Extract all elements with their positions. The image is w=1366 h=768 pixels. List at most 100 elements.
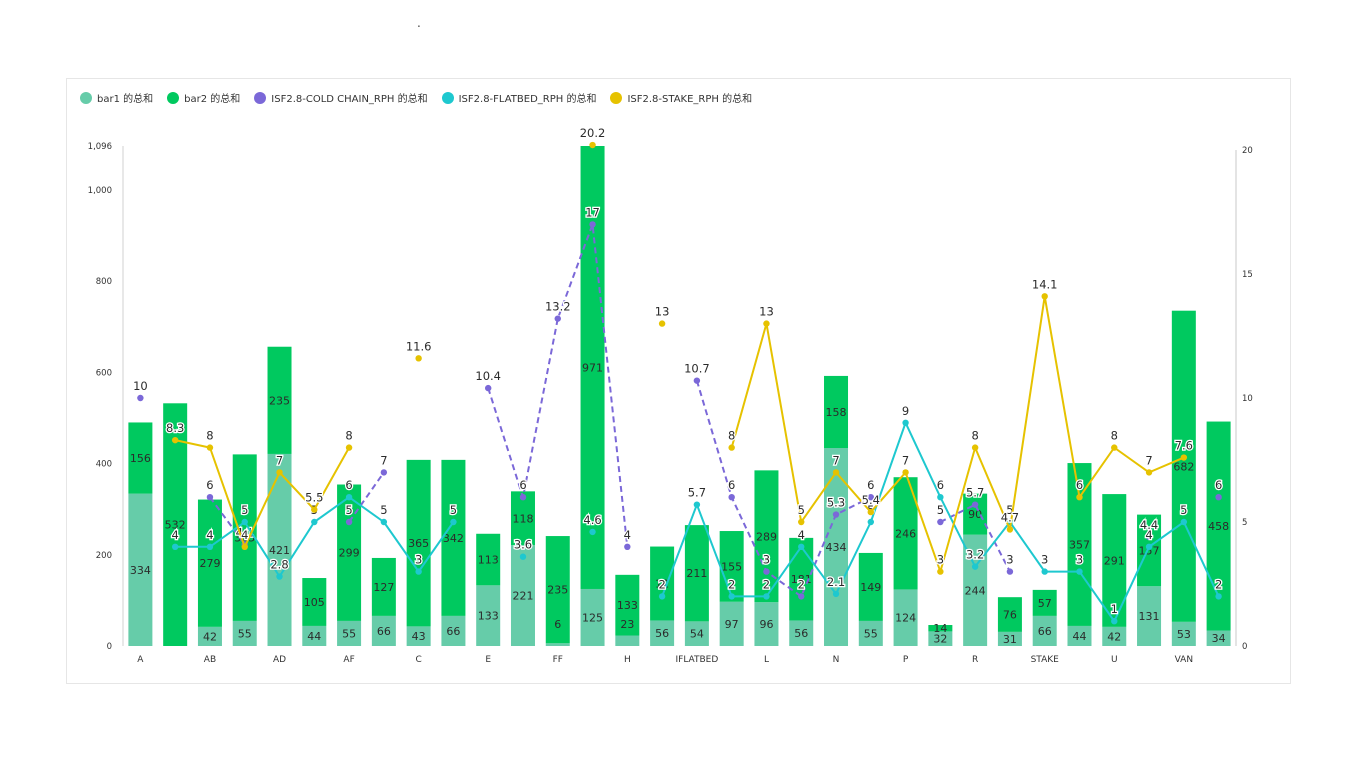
- flatbed-data-label: 5: [1180, 503, 1187, 517]
- flatbed-point: [1180, 518, 1188, 526]
- bar1-data-label: 131: [1139, 610, 1160, 623]
- legend-item-bar2[interactable]: bar2 的总和: [167, 90, 240, 105]
- bar1-bar: [1206, 630, 1231, 646]
- flatbed-data-label: 4: [1145, 528, 1152, 542]
- bar1-bar: [197, 626, 222, 646]
- bar2-bar: [232, 454, 257, 621]
- x-tick-label: P: [903, 655, 909, 665]
- bar2-data-label: 76: [1003, 609, 1017, 622]
- flatbed-point: [345, 494, 353, 501]
- legend-label-stake: ISF2.8-STAKE_RPH 的总和: [627, 94, 753, 105]
- stake-point: [1145, 469, 1153, 476]
- x-tick-label: E: [485, 655, 491, 665]
- bar1-data-label: 434: [826, 541, 847, 554]
- bar1-bar: [128, 493, 153, 646]
- bar1-bar: [302, 625, 327, 646]
- legend-item-stake[interactable]: ISF2.8-STAKE_RPH 的总和: [610, 90, 752, 105]
- bar2-bar: [267, 346, 292, 454]
- flatbed-data-label: 9: [902, 404, 909, 418]
- bar1-data-label: 97: [725, 618, 739, 631]
- stake-point: [658, 320, 666, 327]
- flatbed-data-label: 5: [450, 503, 457, 517]
- cold-chain-line: [695, 380, 872, 598]
- legend-item-cold-chain[interactable]: ISF2.8-COLD CHAIN_RPH 的总和: [254, 90, 428, 105]
- flatbed-data-label: 3: [415, 553, 422, 567]
- stake-data-label: 13: [655, 305, 670, 319]
- cold-chain-line: [487, 224, 629, 547]
- cold-chain-point: [693, 377, 701, 384]
- flatbed-point: [763, 593, 770, 600]
- bar1-data-label: 32: [933, 633, 947, 646]
- stake-point: [345, 444, 353, 451]
- bar2-bar: [545, 536, 570, 644]
- bar1-data-label: 244: [965, 584, 986, 597]
- flatbed-data-label: 2.1: [827, 575, 845, 589]
- bar1-data-label: 133: [478, 610, 499, 623]
- bar1-bar: [267, 453, 292, 646]
- bar1-bar: [789, 620, 814, 646]
- bar1-data-label: 55: [342, 627, 356, 640]
- flatbed-data-label: 2: [1215, 577, 1222, 591]
- x-tick-label: C: [415, 655, 421, 665]
- flatbed-point: [867, 518, 874, 526]
- bar1-data-label: 44: [307, 630, 321, 643]
- flatbed-data-label: 4.6: [583, 513, 601, 527]
- left-tick-label: 800: [96, 277, 112, 287]
- cold-chain-point: [832, 511, 840, 518]
- bar1-data-label: 34: [1212, 632, 1226, 645]
- x-tick-label: R: [972, 655, 978, 665]
- right-tick-label: 15: [1242, 270, 1253, 280]
- flatbed-point: [1215, 593, 1222, 600]
- stake-point: [311, 506, 318, 513]
- bar1-bar: [858, 620, 883, 646]
- legend-label-flatbed: ISF2.8-FLATBED_RPH 的总和: [458, 94, 597, 105]
- bar1-bar: [684, 621, 709, 646]
- cold-chain-point: [624, 543, 631, 550]
- x-tick-label: U: [1111, 655, 1118, 665]
- bar1-data-label: 42: [1107, 630, 1121, 643]
- bar2-data-label: 14: [933, 622, 947, 635]
- bar2-data-label: 113: [478, 554, 499, 567]
- left-tick-label: 1,000: [88, 186, 112, 196]
- cold-chain-data-label: 5: [937, 503, 944, 517]
- flatbed-point: [415, 568, 422, 575]
- bar2-bar: [615, 574, 640, 636]
- bar2-data-label: 246: [895, 527, 916, 540]
- chart-legend: bar1 的总和 bar2 的总和 ISF2.8-COLD CHAIN_RPH …: [80, 90, 752, 105]
- bar1-bar: [997, 631, 1022, 646]
- cold-chain-point: [380, 469, 388, 476]
- cold-chain-point: [1145, 533, 1153, 541]
- flatbed-point: [206, 543, 214, 550]
- cold-chain-data-label: 6: [867, 478, 874, 492]
- x-tick-label: AD: [273, 655, 286, 665]
- stake-data-label: 7: [276, 453, 283, 467]
- right-tick-label: 10: [1242, 394, 1253, 404]
- bar2-data-label: 118: [512, 512, 533, 525]
- bar1-bar: [719, 601, 744, 646]
- flatbed-point: [1111, 618, 1118, 625]
- stake-data-label: 8: [1111, 429, 1118, 443]
- left-tick-label: 600: [96, 368, 112, 378]
- flatbed-point: [1145, 543, 1153, 550]
- cold-chain-point: [937, 518, 944, 526]
- bar2-data-label: 235: [547, 584, 568, 597]
- legend-item-flatbed[interactable]: ISF2.8-FLATBED_RPH 的总和: [441, 90, 597, 105]
- flatbed-point: [902, 419, 909, 426]
- bar1-bar: [893, 589, 918, 646]
- stake-point: [415, 355, 422, 362]
- left-tick-label: 1,096: [88, 142, 112, 152]
- bar2-bar: [684, 525, 709, 622]
- cold-chain-line: [348, 471, 385, 523]
- legend-item-bar1[interactable]: bar1 的总和: [80, 90, 153, 105]
- x-tick-label: IFLATBED: [675, 655, 718, 665]
- bar1-bar: [615, 635, 640, 646]
- bar2-data-label: 157: [1139, 544, 1160, 557]
- stake-point: [867, 508, 874, 516]
- stake-data-label: 8.3: [166, 421, 184, 435]
- stake-point: [1041, 293, 1048, 300]
- legend-swatch-bar1: [80, 91, 92, 104]
- bar2-data-label: 342: [443, 532, 464, 545]
- flatbed-data-label: 4: [798, 528, 805, 542]
- cold-chain-data-label: 10.7: [684, 362, 710, 376]
- cold-chain-point: [137, 394, 144, 402]
